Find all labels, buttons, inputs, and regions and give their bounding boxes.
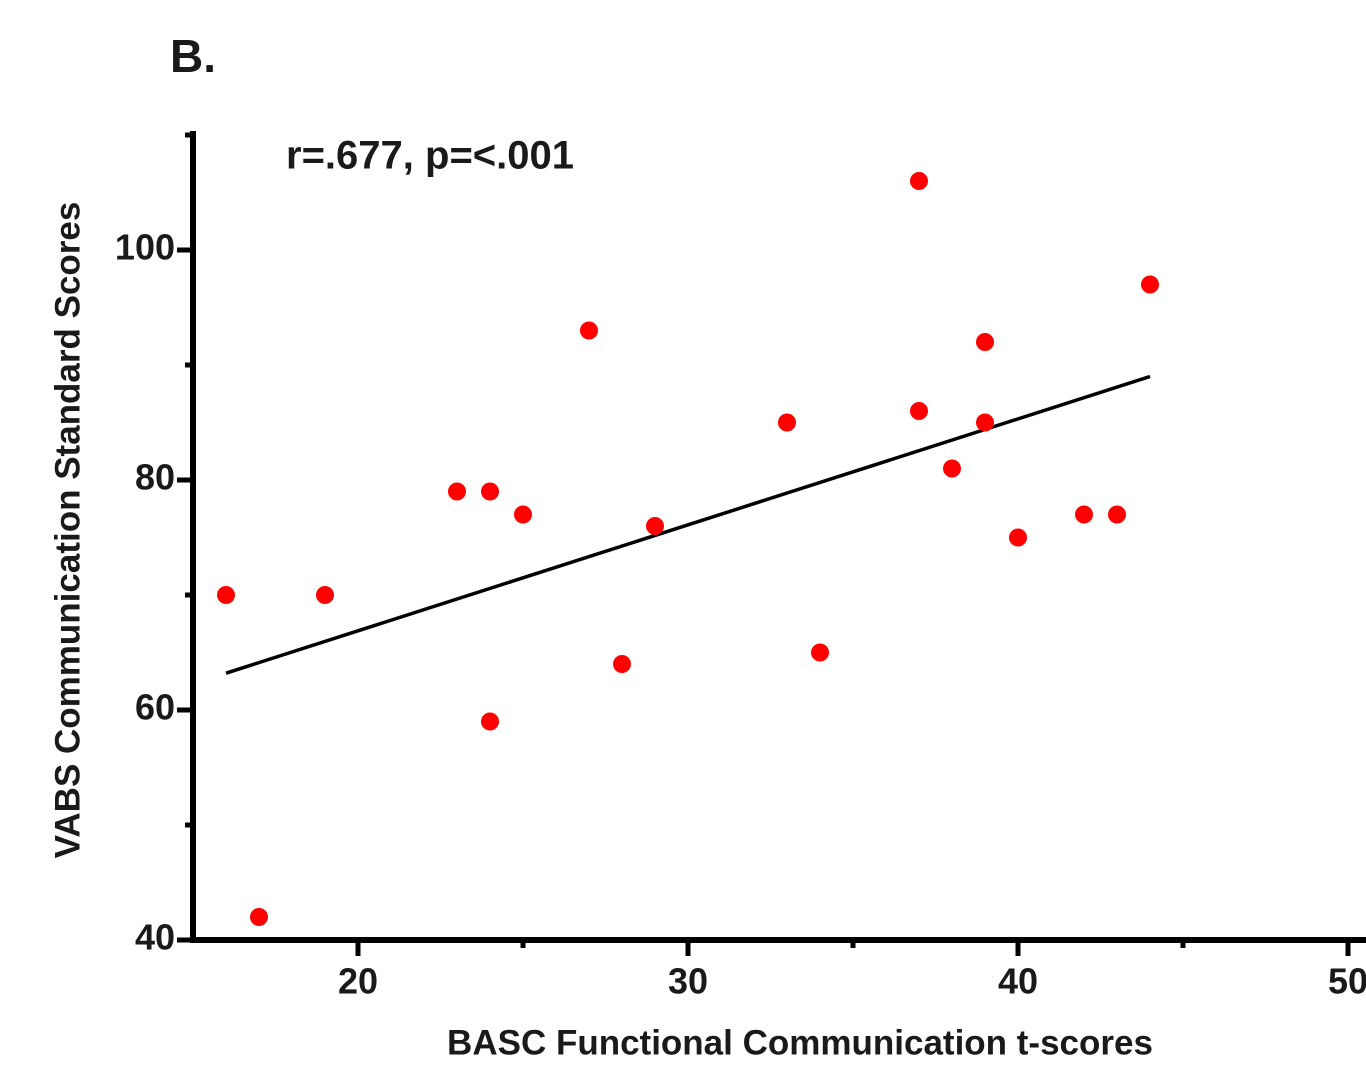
y-tick-label: 60 [135, 687, 175, 728]
point [316, 586, 334, 604]
point [943, 459, 961, 478]
point [481, 712, 499, 731]
point [1141, 275, 1159, 294]
point [976, 413, 994, 432]
point [811, 643, 829, 662]
point [976, 333, 994, 351]
point [646, 517, 664, 535]
point [778, 413, 796, 432]
point [217, 586, 235, 604]
point [1075, 505, 1093, 524]
point [613, 655, 631, 673]
point [910, 402, 928, 420]
trend-line [225, 374, 1151, 675]
x-tick-label: 50 [1328, 961, 1366, 1002]
y-tick-label: 40 [135, 917, 175, 958]
x-tick-label: 20 [338, 961, 378, 1002]
point [1108, 505, 1126, 524]
point [448, 482, 466, 501]
x-tick-label: 30 [668, 961, 708, 1002]
point [580, 321, 598, 340]
y-axis-title: VABS Communication Standard Scores [48, 202, 87, 859]
point [481, 482, 499, 501]
y-tick-label: 80 [135, 457, 175, 498]
x-tick-label: 40 [998, 961, 1038, 1002]
point [250, 908, 268, 926]
point [910, 172, 928, 190]
annotation: r=.677, p=<.001 [286, 134, 574, 178]
y-tick-label: 100 [115, 227, 175, 268]
x-axis-title: BASC Functional Communication t-scores [447, 1023, 1153, 1062]
panel-label: B. [170, 30, 216, 82]
point [1009, 528, 1027, 547]
point [514, 505, 532, 524]
